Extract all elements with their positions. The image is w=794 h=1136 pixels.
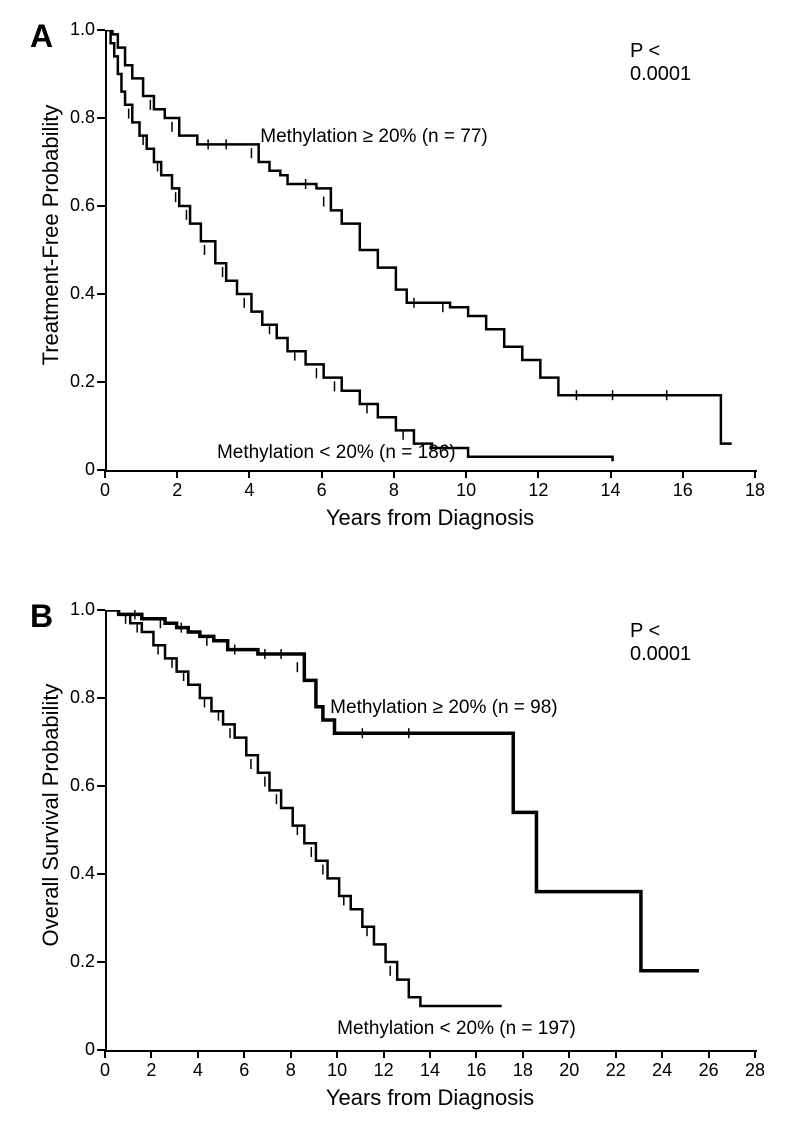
curve-label-high: Methylation ≥ 20% (n = 77) bbox=[260, 126, 487, 148]
x-tick bbox=[393, 470, 395, 478]
y-tick-label: 0.8 bbox=[57, 687, 95, 708]
x-tick-label: 4 bbox=[188, 1060, 208, 1081]
y-tick-label: 0 bbox=[57, 1039, 95, 1060]
x-tick-label: 12 bbox=[528, 480, 548, 501]
panel-a-pvalue: P < 0.0001 bbox=[630, 40, 691, 86]
x-tick bbox=[661, 1050, 663, 1058]
x-tick-label: 6 bbox=[234, 1060, 254, 1081]
y-tick-label: 0 bbox=[57, 459, 95, 480]
y-tick-label: 0.6 bbox=[57, 775, 95, 796]
panel-a-letter: A bbox=[30, 18, 53, 55]
x-tick-label: 6 bbox=[312, 480, 332, 501]
x-tick bbox=[429, 1050, 431, 1058]
x-tick-label: 2 bbox=[167, 480, 187, 501]
panelB-curve-high bbox=[107, 610, 699, 971]
x-tick bbox=[615, 1050, 617, 1058]
panel-b-plot bbox=[105, 610, 757, 1052]
y-tick bbox=[97, 205, 105, 207]
x-tick-label: 0 bbox=[95, 1060, 115, 1081]
x-tick-label: 20 bbox=[559, 1060, 579, 1081]
y-tick-label: 0.2 bbox=[57, 951, 95, 972]
panel-b-pvalue: P < 0.0001 bbox=[630, 620, 691, 666]
panel-a-svg bbox=[107, 30, 757, 470]
curve-label-low: Methylation < 20% (n = 186) bbox=[217, 442, 456, 464]
x-tick-label: 4 bbox=[239, 480, 259, 501]
panel-a-plot bbox=[105, 30, 757, 472]
y-tick-label: 0.6 bbox=[57, 195, 95, 216]
y-tick bbox=[97, 961, 105, 963]
x-tick-label: 16 bbox=[466, 1060, 486, 1081]
x-tick bbox=[568, 1050, 570, 1058]
x-tick bbox=[522, 1050, 524, 1058]
x-tick-label: 10 bbox=[327, 1060, 347, 1081]
x-tick bbox=[336, 1050, 338, 1058]
x-tick-label: 24 bbox=[652, 1060, 672, 1081]
y-tick bbox=[97, 1049, 105, 1051]
x-tick-label: 22 bbox=[606, 1060, 626, 1081]
x-tick-label: 28 bbox=[745, 1060, 765, 1081]
x-tick bbox=[708, 1050, 710, 1058]
panel-b-letter: B bbox=[30, 598, 53, 635]
x-tick bbox=[104, 1050, 106, 1058]
y-tick bbox=[97, 117, 105, 119]
y-tick bbox=[97, 697, 105, 699]
y-tick bbox=[97, 29, 105, 31]
panel-b-ylabel: Overall Survival Probability bbox=[38, 665, 64, 965]
y-tick-label: 1.0 bbox=[57, 19, 95, 40]
x-tick-label: 14 bbox=[420, 1060, 440, 1081]
y-tick bbox=[97, 469, 105, 471]
x-tick-label: 14 bbox=[601, 480, 621, 501]
figure-container: A P < 0.0001 Years from Diagnosis Treatm… bbox=[0, 0, 794, 1136]
x-tick bbox=[383, 1050, 385, 1058]
x-tick bbox=[475, 1050, 477, 1058]
x-tick bbox=[465, 470, 467, 478]
x-tick bbox=[104, 470, 106, 478]
x-tick bbox=[248, 470, 250, 478]
curve-label-low: Methylation < 20% (n = 197) bbox=[337, 1018, 576, 1040]
x-tick-label: 16 bbox=[673, 480, 693, 501]
y-tick bbox=[97, 873, 105, 875]
y-tick bbox=[97, 381, 105, 383]
x-tick bbox=[243, 1050, 245, 1058]
x-tick bbox=[176, 470, 178, 478]
panel-a-ylabel: Treatment-Free Probability bbox=[38, 85, 64, 385]
x-tick bbox=[682, 470, 684, 478]
x-tick-label: 0 bbox=[95, 480, 115, 501]
y-tick bbox=[97, 609, 105, 611]
panel-b-svg bbox=[107, 610, 757, 1050]
x-tick bbox=[321, 470, 323, 478]
x-tick-label: 8 bbox=[384, 480, 404, 501]
x-tick bbox=[150, 1050, 152, 1058]
x-tick bbox=[537, 470, 539, 478]
x-tick bbox=[197, 1050, 199, 1058]
x-tick-label: 10 bbox=[456, 480, 476, 501]
y-tick bbox=[97, 293, 105, 295]
x-tick bbox=[754, 1050, 756, 1058]
x-tick-label: 18 bbox=[513, 1060, 533, 1081]
x-tick-label: 8 bbox=[281, 1060, 301, 1081]
y-tick-label: 0.4 bbox=[57, 863, 95, 884]
y-tick-label: 1.0 bbox=[57, 599, 95, 620]
x-tick-label: 18 bbox=[745, 480, 765, 501]
y-tick-label: 0.4 bbox=[57, 283, 95, 304]
curve-label-high: Methylation ≥ 20% (n = 98) bbox=[330, 697, 557, 719]
x-tick-label: 12 bbox=[374, 1060, 394, 1081]
panel-a-xlabel: Years from Diagnosis bbox=[105, 505, 755, 531]
y-tick bbox=[97, 785, 105, 787]
x-tick bbox=[290, 1050, 292, 1058]
x-tick bbox=[754, 470, 756, 478]
x-tick-label: 2 bbox=[141, 1060, 161, 1081]
panel-b-xlabel: Years from Diagnosis bbox=[105, 1085, 755, 1111]
x-tick-label: 26 bbox=[699, 1060, 719, 1081]
y-tick-label: 0.2 bbox=[57, 371, 95, 392]
x-tick bbox=[610, 470, 612, 478]
y-tick-label: 0.8 bbox=[57, 107, 95, 128]
